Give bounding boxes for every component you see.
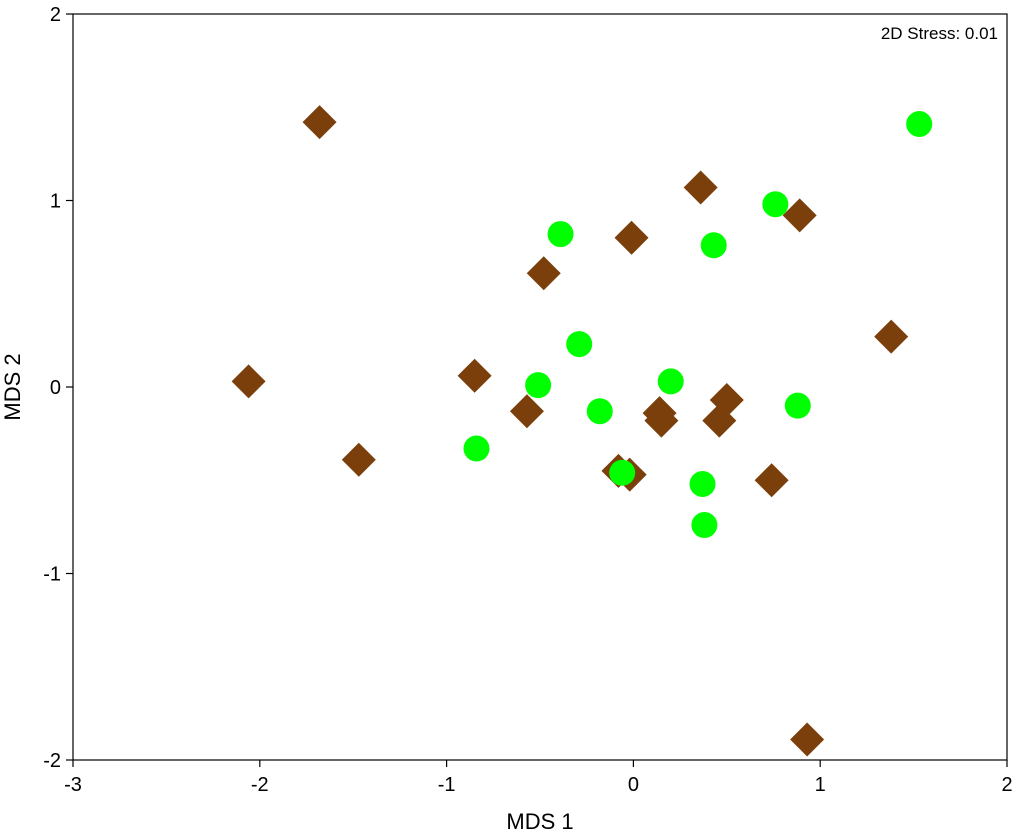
diamond-point bbox=[782, 198, 817, 233]
x-axis: -3 -2 -1 0 1 2 bbox=[64, 760, 1013, 796]
x-tick-label: -3 bbox=[64, 774, 82, 796]
diamond-point bbox=[526, 256, 561, 291]
diamond-point bbox=[644, 403, 679, 438]
circle-point bbox=[586, 398, 613, 425]
circle-point bbox=[762, 191, 789, 218]
diamond-point bbox=[754, 463, 789, 498]
circle-point bbox=[691, 512, 718, 539]
y-tick-label: 2 bbox=[50, 4, 61, 26]
y-axis-title: MDS 2 bbox=[0, 353, 25, 420]
x-tick-label: -1 bbox=[438, 774, 456, 796]
circle-point bbox=[657, 368, 684, 395]
circle-point bbox=[547, 221, 574, 248]
diamond-point bbox=[231, 364, 266, 399]
circle-point bbox=[906, 111, 933, 138]
y-tick-label: -2 bbox=[43, 750, 61, 772]
x-tick-label: 1 bbox=[815, 774, 826, 796]
diamond-point bbox=[790, 722, 825, 757]
diamond-point bbox=[302, 105, 337, 140]
diamond-point bbox=[341, 442, 376, 477]
circle-point bbox=[525, 372, 552, 399]
diamond-point bbox=[509, 394, 544, 429]
diamond-point bbox=[874, 319, 909, 354]
stress-annotation: 2D Stress: 0.01 bbox=[881, 24, 998, 43]
diamond-point bbox=[683, 170, 718, 205]
y-axis: -2 -1 0 1 2 bbox=[43, 4, 73, 772]
y-tick-label: 0 bbox=[50, 377, 61, 399]
circle-point bbox=[463, 435, 490, 462]
x-tick-label: -2 bbox=[251, 774, 269, 796]
circle-point bbox=[566, 331, 593, 358]
x-tick-label: 2 bbox=[1001, 774, 1012, 796]
x-axis-title: MDS 1 bbox=[506, 809, 573, 834]
diamond-point bbox=[457, 358, 492, 393]
y-tick-label: -1 bbox=[43, 564, 61, 586]
circle-point bbox=[609, 459, 636, 486]
y-tick-label: 1 bbox=[50, 191, 61, 213]
data-points bbox=[231, 105, 933, 757]
x-tick-label: 0 bbox=[628, 774, 639, 796]
circle-point bbox=[689, 470, 716, 497]
diamond-point bbox=[702, 403, 737, 438]
diamond-point bbox=[614, 220, 649, 255]
circle-point bbox=[784, 392, 811, 419]
circle-point bbox=[700, 232, 727, 259]
